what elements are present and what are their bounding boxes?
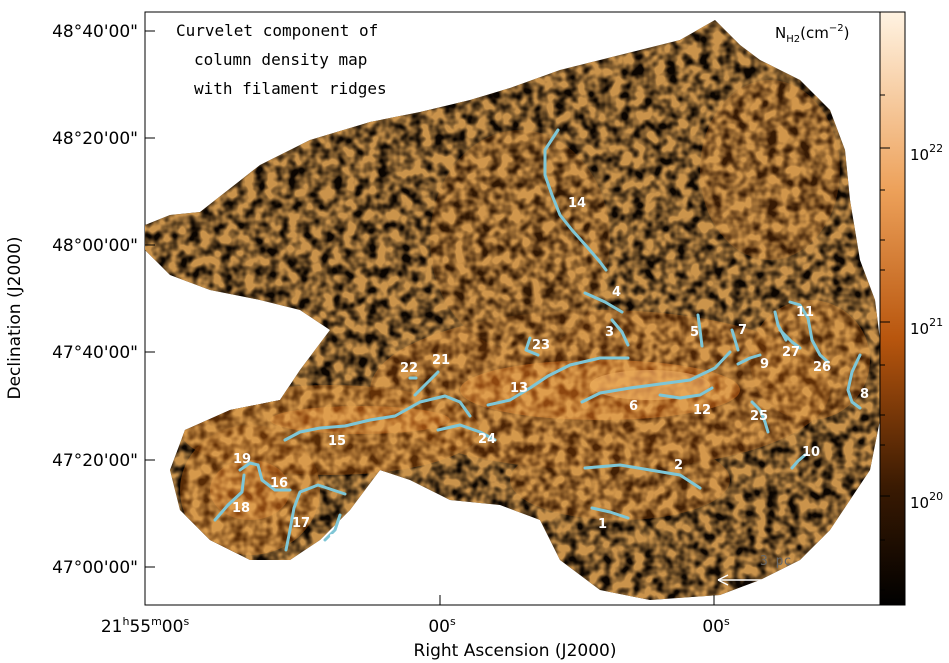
filament-ridges xyxy=(213,128,862,552)
ridge-18 xyxy=(213,473,246,522)
filament-label-16: 16 xyxy=(270,476,288,491)
ridge-2 xyxy=(583,463,702,490)
y-axis xyxy=(145,30,155,568)
ridge-24 xyxy=(436,423,497,442)
ridge-9 xyxy=(736,353,762,366)
ridge-19 xyxy=(238,461,260,472)
ridge-23 xyxy=(524,336,540,357)
filament-label-5: 5 xyxy=(690,325,699,340)
filament-label-26: 26 xyxy=(813,360,831,375)
x-tick-label-2: 00s xyxy=(428,615,456,637)
filament-label-1: 1 xyxy=(598,517,607,532)
filament-label-25: 25 xyxy=(750,409,768,424)
colorbar-tick-22: 1022 xyxy=(910,142,943,164)
filament-label-3: 3 xyxy=(605,325,614,340)
filament-label-2: 2 xyxy=(674,458,683,473)
ridge-3 xyxy=(610,318,630,347)
ridge-21 xyxy=(413,370,440,397)
y-axis-label: Declination (J2000) xyxy=(5,236,25,399)
ridge-17 xyxy=(284,483,347,552)
y-tick-label: 47°40'00" xyxy=(52,343,138,363)
filament-label-11: 11 xyxy=(796,305,814,320)
colorbar: 1022 1021 1020 NH2(cm−2) xyxy=(775,11,943,606)
filament-label-4: 4 xyxy=(612,285,621,300)
filament-label-24: 24 xyxy=(478,432,496,447)
title-line-3: with filament ridges xyxy=(194,79,387,98)
filament-label-7: 7 xyxy=(738,323,747,338)
ridge-10 xyxy=(790,453,807,470)
y-tick-label: 48°20'00" xyxy=(52,129,138,149)
filament-label-6: 6 xyxy=(629,399,638,414)
ridge-1 xyxy=(590,506,630,520)
filament-label-18: 18 xyxy=(232,501,250,516)
ridge-16 xyxy=(256,463,292,492)
ridge-7 xyxy=(730,328,740,352)
scale-bar: 3 pc xyxy=(717,554,839,586)
ridge-6 xyxy=(580,350,732,404)
filament-label-8: 8 xyxy=(860,387,869,402)
ridge-12 xyxy=(658,386,714,400)
y-tick-label: 48°40'00" xyxy=(52,22,138,42)
x-tick-label-3: 00s xyxy=(702,615,730,637)
ridge-14 xyxy=(543,128,608,272)
x-axis-label: Right Ascension (J2000) xyxy=(414,641,617,661)
colorbar-tick-21: 1021 xyxy=(910,316,943,338)
scale-bar-label: 3 pc xyxy=(760,554,791,569)
ridge-13 xyxy=(486,356,630,407)
x-axis xyxy=(144,595,715,605)
filament-label-22: 22 xyxy=(400,361,418,376)
filament-label-21: 21 xyxy=(432,353,450,368)
filament-label-19: 19 xyxy=(233,452,251,467)
ridge-8 xyxy=(846,353,862,410)
filament-label-10: 10 xyxy=(802,445,820,460)
filament-label-9: 9 xyxy=(760,357,769,372)
title-line-2: column density map xyxy=(194,50,367,69)
filament-label-23: 23 xyxy=(532,338,550,353)
filament-label-17: 17 xyxy=(292,516,310,531)
ridge-27 xyxy=(773,310,788,342)
filament-label-12: 12 xyxy=(693,403,711,418)
plot-title: Curvelet component of column density map… xyxy=(176,21,387,98)
x-tick-labels: 21h55m00s 00s 00s xyxy=(101,615,730,637)
filament-label-14: 14 xyxy=(568,196,586,211)
colorbar-gradient xyxy=(879,11,906,606)
ridge-11 xyxy=(788,300,830,364)
filament-label-27: 27 xyxy=(782,345,800,360)
ridge-25 xyxy=(750,400,770,434)
ridge-15 xyxy=(283,394,472,442)
y-tick-labels: 48°40'00" 48°20'00" 48°00'00" 47°40'00" … xyxy=(52,22,138,578)
y-tick-label: 47°20'00" xyxy=(52,451,138,471)
y-tick-label: 47°00'00" xyxy=(52,558,138,578)
filament-label-20: 20 xyxy=(329,533,347,548)
title-line-1: Curvelet component of xyxy=(176,21,378,40)
y-tick-label: 48°00'00" xyxy=(52,236,138,256)
ridge-5 xyxy=(696,313,704,348)
ridge-4 xyxy=(583,291,624,314)
filament-label-15: 15 xyxy=(328,434,346,449)
colorbar-tick-20: 1020 xyxy=(910,490,943,512)
colorbar-label: NH2(cm−2) xyxy=(775,23,849,45)
filament-label-13: 13 xyxy=(510,381,528,396)
filament-labels: 1 2 3 4 5 6 7 8 9 10 11 12 13 14 15 16 1… xyxy=(232,196,869,548)
ridge-20 xyxy=(323,513,342,542)
x-tick-label-1: 21h55m00s xyxy=(101,615,190,637)
